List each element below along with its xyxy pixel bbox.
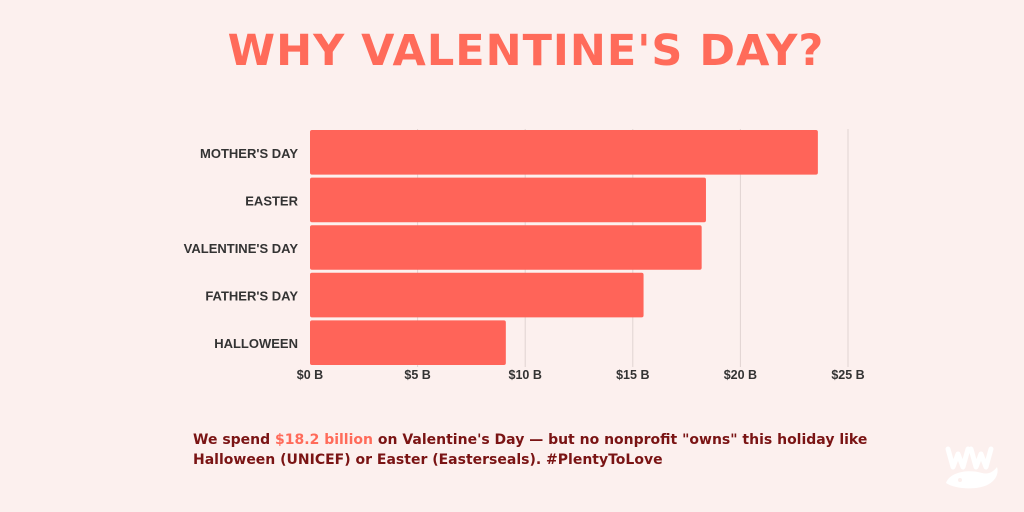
- x-axis-tick-labels: $0 B $5 B $10 B $15 B $20 B $25 B: [297, 368, 865, 382]
- category-label-valentine-s-day: VALENTINE'S DAY: [184, 241, 299, 256]
- bar-easter: [310, 177, 706, 223]
- caption-text-start: We spend: [193, 432, 276, 448]
- x-tick-label: $10 B: [509, 368, 542, 382]
- bars: [310, 130, 818, 365]
- caption-text-end: on Valentine's Day — but no nonprofit "o…: [193, 432, 868, 468]
- bar-mother-s-day: [310, 130, 818, 175]
- category-label-halloween: HALLOWEEN: [214, 336, 298, 351]
- bar-valentine-s-day: [310, 225, 702, 270]
- x-tick-label: $15 B: [616, 368, 649, 382]
- category-label-father-s-day: FATHER'S DAY: [205, 289, 298, 304]
- chart-title: WHY VALENTINE'S DAY?: [227, 26, 825, 76]
- caption: We spend $18.2 billion on Valentine's Da…: [193, 430, 893, 470]
- x-tick-label: $20 B: [724, 368, 757, 382]
- x-tick-label: $25 B: [831, 368, 864, 382]
- category-label-easter: EASTER: [245, 193, 298, 208]
- caption-highlight: $18.2 billion: [275, 432, 373, 448]
- x-tick-label: $5 B: [404, 368, 430, 382]
- bar-halloween: [310, 320, 506, 365]
- x-tick-label: $0 B: [297, 368, 323, 382]
- category-labels: MOTHER'S DAY EASTER VALENTINE'S DAY FATHER'…: [184, 146, 299, 351]
- category-label-mother-s-day: MOTHER'S DAY: [200, 146, 298, 161]
- whale-logo-icon: [945, 446, 998, 489]
- bar-father-s-day: [310, 272, 644, 318]
